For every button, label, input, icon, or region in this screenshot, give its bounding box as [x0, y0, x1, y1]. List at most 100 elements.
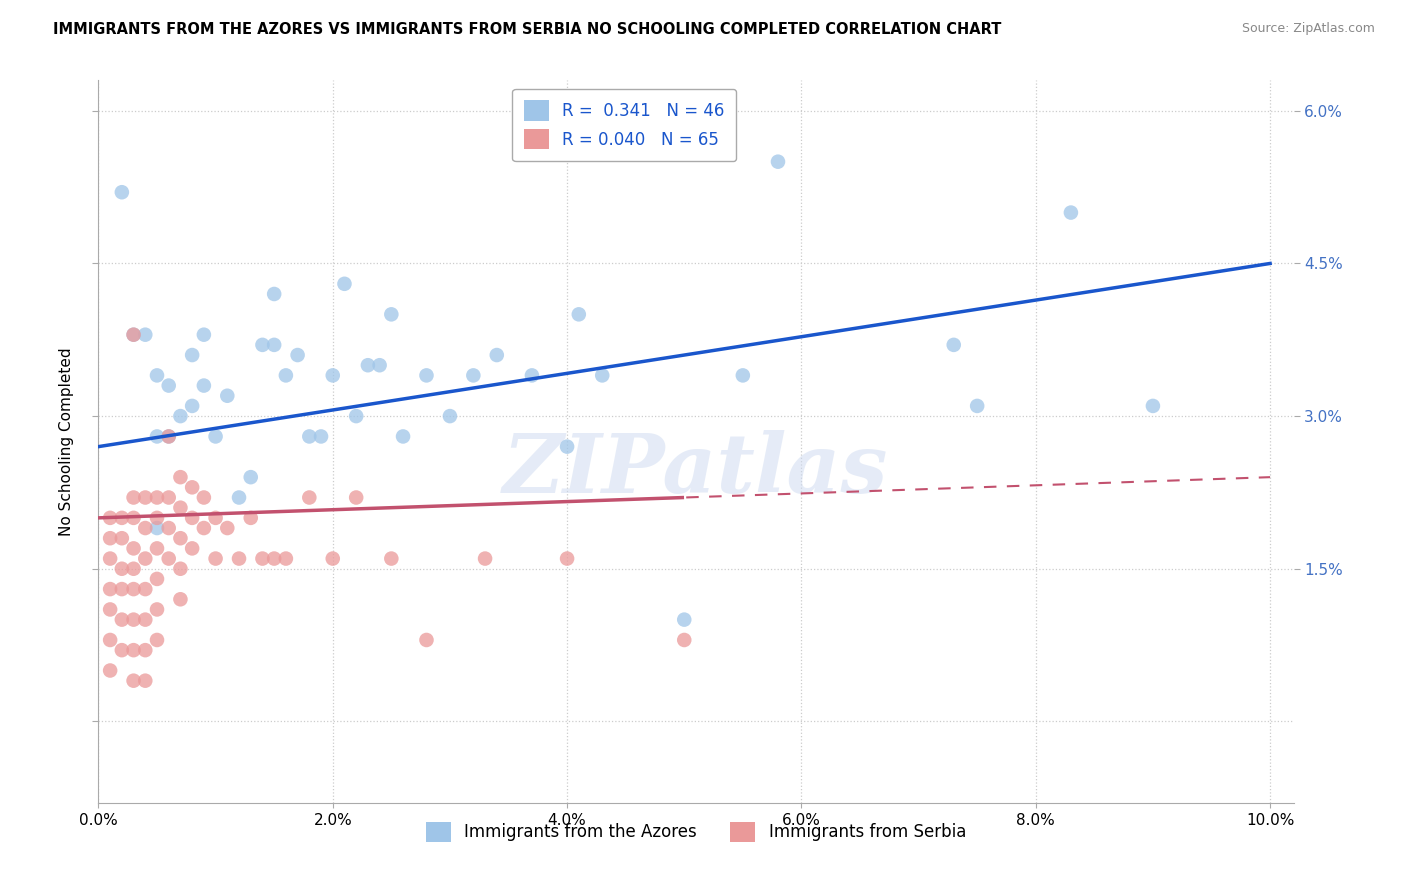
Point — [181, 480, 204, 494]
Point — [274, 551, 297, 566]
Point — [122, 562, 145, 576]
Point — [111, 643, 134, 657]
Point — [134, 521, 156, 535]
Point — [204, 429, 226, 443]
Point — [169, 592, 191, 607]
Point — [169, 470, 191, 484]
Point — [122, 582, 145, 596]
Point — [134, 673, 156, 688]
Point — [591, 368, 613, 383]
Point — [169, 500, 191, 515]
Point — [146, 491, 169, 505]
Point — [134, 327, 156, 342]
Point — [146, 511, 169, 525]
Point — [98, 632, 121, 647]
Point — [146, 632, 169, 647]
Point — [181, 541, 204, 556]
Point — [111, 531, 134, 545]
Point — [122, 491, 145, 505]
Text: ZIPatlas: ZIPatlas — [503, 431, 889, 510]
Point — [157, 429, 180, 443]
Legend: Immigrants from the Azores, Immigrants from Serbia: Immigrants from the Azores, Immigrants f… — [419, 815, 973, 848]
Point — [357, 358, 380, 372]
Point — [274, 368, 297, 383]
Point — [157, 429, 180, 443]
Point — [766, 154, 789, 169]
Point — [169, 531, 191, 545]
Point — [263, 287, 285, 301]
Point — [122, 643, 145, 657]
Point — [157, 551, 180, 566]
Point — [122, 511, 145, 525]
Point — [122, 327, 145, 342]
Point — [239, 470, 262, 484]
Point — [439, 409, 461, 423]
Point — [122, 613, 145, 627]
Point — [169, 562, 191, 576]
Y-axis label: No Schooling Completed: No Schooling Completed — [59, 347, 75, 536]
Point — [217, 521, 239, 535]
Point — [228, 491, 250, 505]
Point — [415, 632, 437, 647]
Point — [966, 399, 988, 413]
Point — [193, 491, 215, 505]
Point — [193, 521, 215, 535]
Point — [98, 511, 121, 525]
Point — [263, 338, 285, 352]
Point — [368, 358, 391, 372]
Point — [146, 602, 169, 616]
Point — [673, 613, 696, 627]
Point — [122, 673, 145, 688]
Point — [333, 277, 356, 291]
Point — [111, 613, 134, 627]
Point — [252, 338, 274, 352]
Point — [169, 409, 191, 423]
Point — [252, 551, 274, 566]
Point — [228, 551, 250, 566]
Point — [193, 378, 215, 392]
Point — [157, 378, 180, 392]
Point — [204, 511, 226, 525]
Point — [392, 429, 415, 443]
Point — [555, 551, 578, 566]
Text: IMMIGRANTS FROM THE AZORES VS IMMIGRANTS FROM SERBIA NO SCHOOLING COMPLETED CORR: IMMIGRANTS FROM THE AZORES VS IMMIGRANTS… — [53, 22, 1002, 37]
Point — [146, 429, 169, 443]
Point — [134, 551, 156, 566]
Point — [344, 409, 367, 423]
Point — [298, 491, 321, 505]
Point — [181, 348, 204, 362]
Point — [134, 643, 156, 657]
Point — [134, 613, 156, 627]
Point — [98, 664, 121, 678]
Point — [380, 307, 402, 321]
Point — [344, 491, 367, 505]
Point — [111, 185, 134, 199]
Point — [204, 551, 226, 566]
Point — [309, 429, 332, 443]
Point — [1060, 205, 1083, 219]
Point — [181, 399, 204, 413]
Point — [111, 511, 134, 525]
Point — [157, 521, 180, 535]
Point — [322, 551, 344, 566]
Text: Source: ZipAtlas.com: Source: ZipAtlas.com — [1241, 22, 1375, 36]
Point — [1142, 399, 1164, 413]
Point — [731, 368, 754, 383]
Point — [520, 368, 543, 383]
Point — [287, 348, 309, 362]
Point — [98, 531, 121, 545]
Point — [157, 491, 180, 505]
Point — [98, 602, 121, 616]
Point — [298, 429, 321, 443]
Point — [122, 541, 145, 556]
Point — [98, 582, 121, 596]
Point — [263, 551, 285, 566]
Point — [568, 307, 591, 321]
Point — [942, 338, 965, 352]
Point — [146, 521, 169, 535]
Point — [146, 368, 169, 383]
Point — [98, 551, 121, 566]
Point — [239, 511, 262, 525]
Point — [415, 368, 437, 383]
Point — [555, 440, 578, 454]
